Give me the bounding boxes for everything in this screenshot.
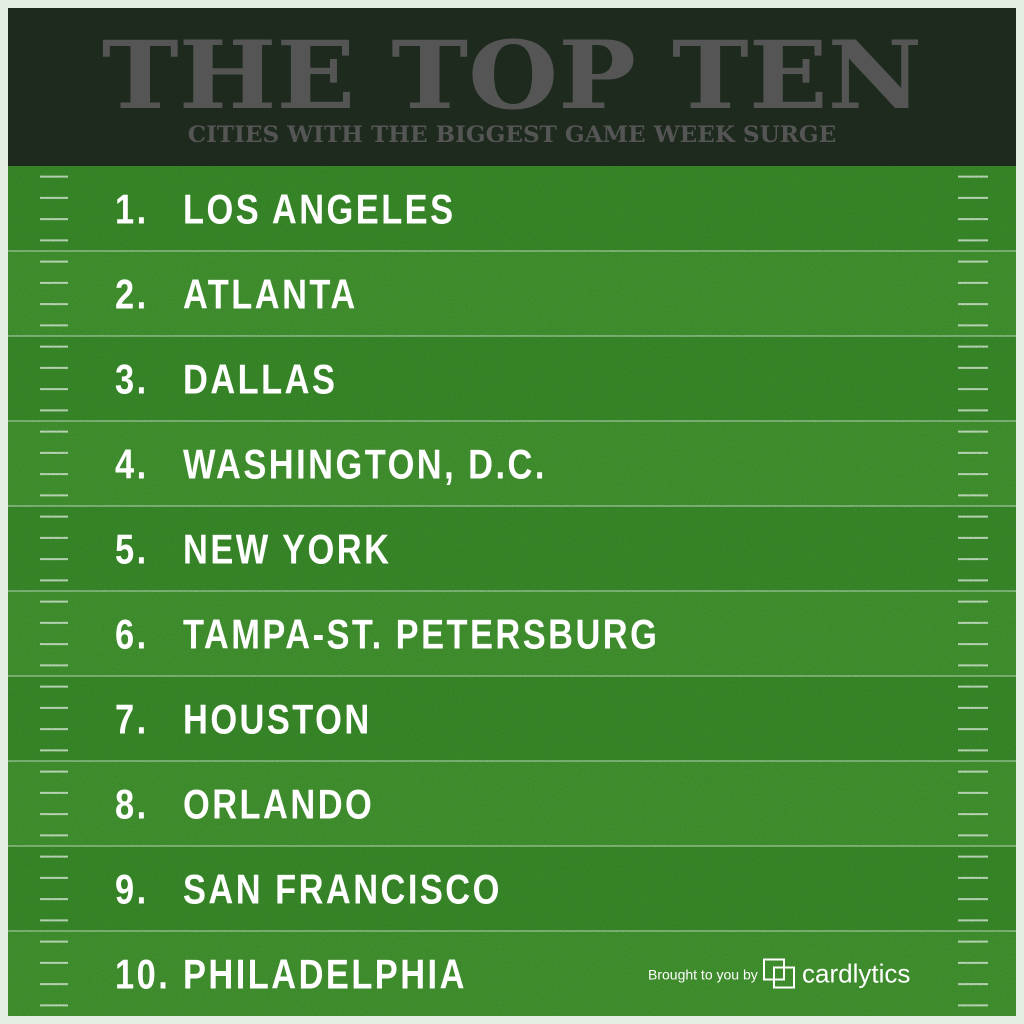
city: PHILADELPHIA — [183, 951, 467, 998]
rank-wrap: 7. — [115, 696, 149, 743]
rank: 6. — [115, 611, 149, 658]
city: LOS ANGELES — [183, 186, 456, 233]
city-wrap: ATLANTA — [183, 271, 358, 318]
rank: 2. — [115, 271, 149, 318]
rank: 9. — [115, 866, 149, 913]
rank-wrap: 10. — [115, 951, 170, 998]
rank: 1. — [115, 186, 149, 233]
subtitle: CITIES WITH THE BIGGEST GAME WEEK SURGE — [188, 122, 837, 147]
rank: 4. — [115, 441, 149, 488]
city: SAN FRANCISCO — [183, 866, 502, 913]
rank-wrap: 2. — [115, 271, 149, 318]
labels: 1. LOS ANGELES 2. ATLANTA 3. DALLAS 4. WASHINGT… — [115, 186, 910, 998]
rank-wrap: 6. — [115, 611, 149, 658]
sponsor-prefix: Brought to you by — [648, 967, 758, 983]
rank: 3. — [115, 356, 149, 403]
header-bg — [8, 8, 1016, 166]
rank: 8. — [115, 781, 149, 828]
rank-wrap: 1. — [115, 186, 149, 233]
city: NEW YORK — [183, 526, 391, 573]
rank: 10. — [115, 951, 170, 998]
city-wrap: NEW YORK — [183, 526, 391, 573]
city-wrap: ORLANDO — [183, 781, 374, 828]
grass-noise — [8, 166, 1016, 1016]
city-wrap: WASHINGTON, D.C. — [183, 441, 547, 488]
city: WASHINGTON, D.C. — [183, 441, 547, 488]
city: ATLANTA — [183, 271, 358, 318]
rank-wrap: 8. — [115, 781, 149, 828]
city-wrap: DALLAS — [183, 356, 337, 403]
city: ORLANDO — [183, 781, 374, 828]
city-wrap: PHILADELPHIA — [183, 951, 467, 998]
sponsor: cardlytics — [802, 959, 910, 989]
grass-texture — [8, 166, 1016, 1016]
rank-wrap: 5. — [115, 526, 149, 573]
rank-wrap: 3. — [115, 356, 149, 403]
city-wrap: LOS ANGELES — [183, 186, 456, 233]
city: TAMPA-ST. PETERSBURG — [183, 611, 659, 658]
city: HOUSTON — [183, 696, 372, 743]
title: THE TOP TEN — [102, 20, 922, 130]
logo-part — [773, 966, 795, 989]
rank: 7. — [115, 696, 149, 743]
rank-wrap: 4. — [115, 441, 149, 488]
city-wrap: HOUSTON — [183, 696, 372, 743]
city-wrap: SAN FRANCISCO — [183, 866, 502, 913]
city-wrap: TAMPA-ST. PETERSBURG — [183, 611, 659, 658]
rank-wrap: 9. — [115, 866, 149, 913]
city: DALLAS — [183, 356, 337, 403]
rank: 5. — [115, 526, 149, 573]
